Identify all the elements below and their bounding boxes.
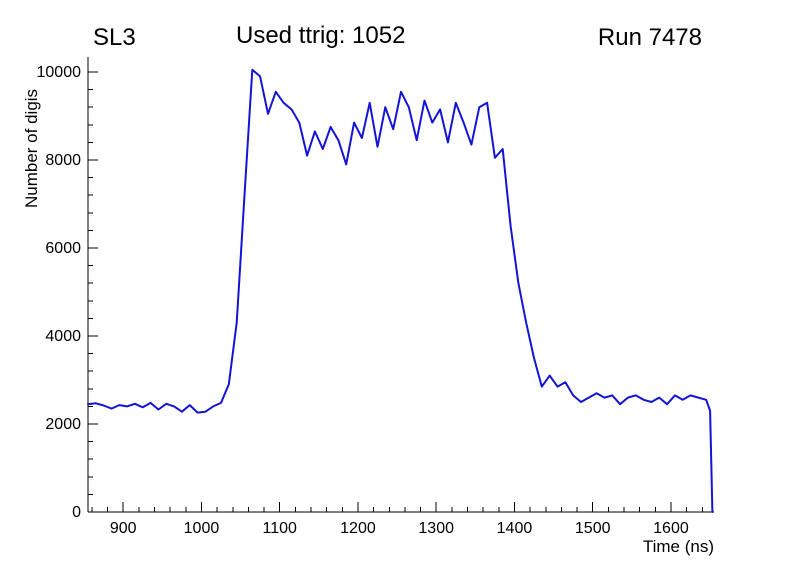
y-tick-label: 2000 <box>45 416 81 433</box>
chart-title: Used ttrig: 1052 <box>236 22 406 49</box>
pad-label-sl3: SL3 <box>93 24 136 51</box>
x-axis-title: Time (ns) <box>642 537 714 556</box>
x-tick-label: 1500 <box>575 520 611 537</box>
y-tick-label: 10000 <box>37 64 82 81</box>
data-series-line <box>87 68 714 513</box>
x-tick-label: 1000 <box>184 520 220 537</box>
x-tick-label: 1400 <box>497 520 533 537</box>
x-tick-label: 1300 <box>418 520 454 537</box>
y-tick-label: 6000 <box>45 240 81 257</box>
x-tick-label: 1600 <box>653 520 689 537</box>
y-tick-label: 0 <box>72 504 81 521</box>
y-axis-title: Number of digis <box>22 88 41 208</box>
x-tick-label: 1100 <box>263 520 298 537</box>
y-tick-label: 4000 <box>45 328 81 345</box>
run-label: Run 7478 <box>597 24 702 51</box>
y-tick-label: 8000 <box>45 152 81 169</box>
x-tick-label: 1200 <box>340 520 376 537</box>
x-tick-label: 900 <box>110 520 137 537</box>
